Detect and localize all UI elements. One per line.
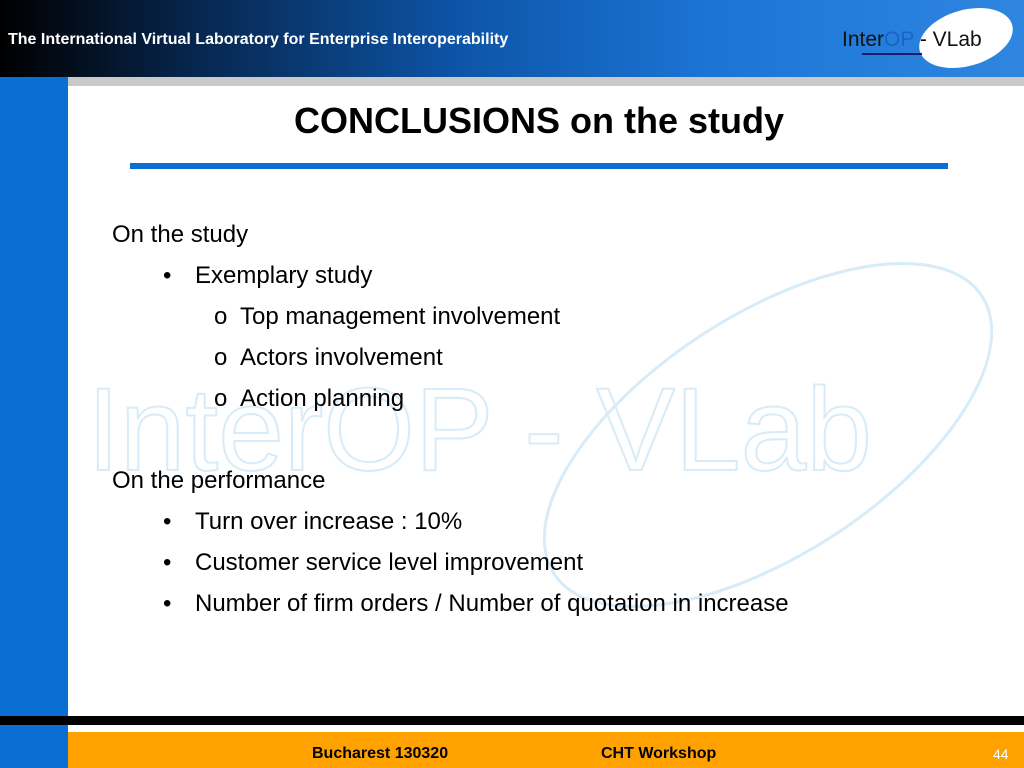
bullet-item: Customer service level improvement: [195, 549, 584, 576]
bullet-glyph: •: [163, 508, 172, 535]
logo-text-inter: Inter: [842, 28, 885, 51]
title-underline: [130, 163, 948, 169]
footer-left-block: [0, 725, 68, 768]
footer-location: Bucharest 130320: [312, 745, 449, 762]
logo-text-op: OP: [884, 28, 914, 51]
watermark-text: InterOP - VLab: [87, 364, 872, 496]
logo: InterOP - VLab: [842, 28, 982, 52]
footer-event: CHT Workshop: [601, 745, 717, 762]
bullet-item: Turn over increase : 10%: [195, 508, 463, 535]
left-accent-bar: [0, 77, 68, 768]
logo-text-vlab: - VLab: [914, 28, 982, 51]
subbullet-glyph: o: [214, 385, 228, 412]
footer-divider: [0, 716, 1024, 725]
slide-title: CONCLUSIONS on the study: [293, 100, 784, 141]
subbullet-glyph: o: [214, 344, 228, 371]
subbullet-item: Top management involvement: [240, 303, 561, 330]
subbullet-item: Actors involvement: [240, 344, 443, 371]
subbullet-item: Action planning: [240, 385, 405, 412]
bullet-item: Number of firm orders / Number of quotat…: [195, 590, 789, 617]
section-heading-performance: On the performance: [112, 467, 326, 494]
watermark-oval: [542, 261, 994, 609]
header-banner: The International Virtual Laboratory for…: [0, 0, 1024, 79]
header-title: The International Virtual Laboratory for…: [8, 31, 509, 48]
footer-page-number: 44: [993, 746, 1009, 762]
logo-underline: [862, 53, 922, 55]
header-strip: [0, 77, 1024, 86]
footer-bar: Bucharest 130320 CHT Workshop 44: [68, 732, 1024, 768]
bullet-glyph: •: [163, 590, 172, 617]
bullet-glyph: •: [163, 262, 172, 289]
subbullet-glyph: o: [214, 303, 228, 330]
bullet-item: Exemplary study: [195, 262, 373, 289]
bullet-glyph: •: [163, 549, 172, 576]
section-heading-study: On the study: [112, 221, 249, 248]
